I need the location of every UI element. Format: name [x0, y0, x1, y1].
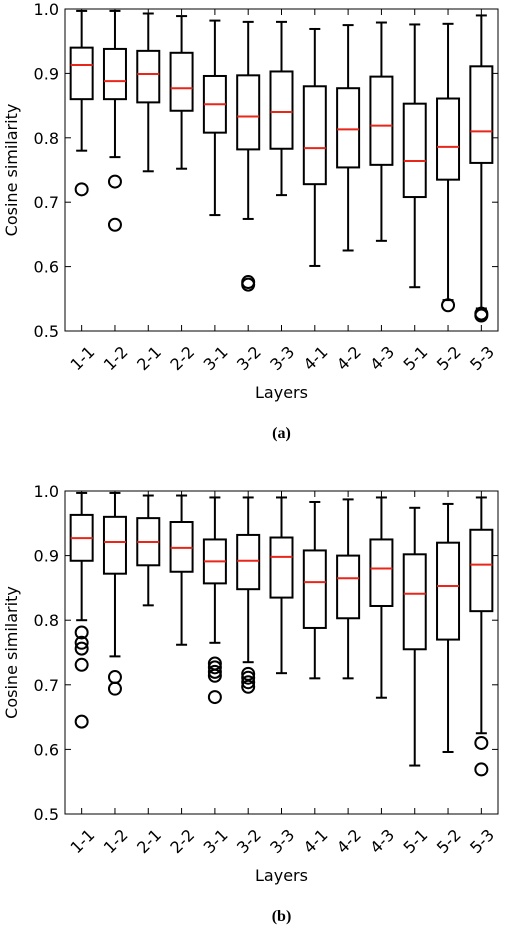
- outlier-point: [74, 625, 89, 640]
- x-tick-label: 5-3: [466, 825, 498, 857]
- outlier-point: [74, 635, 89, 650]
- outlier-point: [241, 679, 256, 694]
- x-tick-label: 5-1: [400, 825, 432, 857]
- y-axis-label: Cosine similarity: [2, 104, 21, 237]
- x-tick-label: 1-2: [100, 342, 132, 374]
- outlier-point: [241, 277, 256, 292]
- x-tick-label: 2-2: [166, 825, 198, 857]
- box-4-3: [369, 538, 394, 607]
- box-2-2: [169, 51, 194, 112]
- y-tick-label: 0.6: [34, 740, 59, 759]
- y-axis-label: Cosine similarity: [2, 586, 21, 719]
- x-tick-label: 3-3: [266, 825, 298, 857]
- outlier-point: [74, 714, 89, 729]
- y-tick-label: 0.8: [34, 611, 59, 630]
- box-4-3: [369, 75, 394, 166]
- x-tick-label: 5-2: [433, 342, 465, 374]
- x-tick-label: 1-1: [66, 825, 98, 857]
- box-1-2: [102, 47, 127, 101]
- y-tick-label: 0.6: [34, 258, 59, 277]
- x-tick-label: 5-2: [433, 825, 465, 857]
- x-tick-label: 4-1: [300, 342, 332, 374]
- outlier-point: [441, 298, 456, 313]
- outlier-point: [207, 690, 222, 705]
- box-3-2: [236, 74, 261, 151]
- box-5-2: [436, 541, 461, 641]
- x-tick-label: 4-3: [366, 342, 398, 374]
- chart-b: 0.50.60.70.80.91.01-1 1-2 2-1 2-2 3-1 3-2 3-3 4…: [2, 482, 499, 925]
- x-tick-label: 1-1: [66, 342, 98, 374]
- box-4-1: [302, 549, 327, 629]
- box-1-1: [69, 46, 94, 101]
- box-5-3: [469, 528, 494, 613]
- x-tick-label: 5-1: [400, 342, 432, 374]
- x-tick-label: 3-3: [266, 342, 298, 374]
- box-3-3: [269, 536, 294, 599]
- x-tick-label: 2-1: [133, 825, 165, 857]
- box-5-3: [469, 65, 494, 164]
- outlier-point: [474, 762, 489, 777]
- x-tick-label: 4-2: [333, 825, 365, 857]
- x-tick-label: 3-2: [233, 825, 265, 857]
- x-tick-label: 1-2: [100, 825, 132, 857]
- outlier-point: [207, 664, 222, 679]
- outlier-point: [107, 217, 122, 232]
- box-4-2: [336, 554, 361, 620]
- x-axis-label: Layers: [255, 383, 308, 402]
- y-tick-label: 0.5: [34, 322, 59, 341]
- y-tick-label: 0.7: [34, 676, 59, 695]
- box-5-2: [436, 97, 461, 181]
- chart-caption: (a): [272, 425, 291, 442]
- x-tick-label: 2-1: [133, 342, 165, 374]
- outlier-point: [241, 670, 256, 685]
- y-tick-label: 1.0: [34, 0, 59, 19]
- x-axis-label: Layers: [255, 866, 308, 885]
- box-4-1: [302, 85, 327, 186]
- x-tick-label: 5-3: [466, 342, 498, 374]
- box-5-1: [402, 102, 427, 199]
- outlier-point: [74, 641, 89, 656]
- outlier-point: [241, 675, 256, 690]
- outlier-point: [474, 308, 489, 323]
- chart-caption: (b): [272, 908, 292, 925]
- x-tick-label: 3-1: [200, 342, 232, 374]
- box-1-2: [102, 515, 127, 575]
- x-tick-label: 4-2: [333, 342, 365, 374]
- box-5-1: [402, 553, 427, 651]
- outlier-point: [107, 670, 122, 685]
- outlier-point: [74, 657, 89, 672]
- outlier-point: [207, 668, 222, 683]
- outlier-point: [474, 735, 489, 750]
- outlier-point: [207, 660, 222, 675]
- outlier-point: [107, 681, 122, 696]
- box-3-2: [236, 533, 261, 591]
- y-tick-label: 0.8: [34, 129, 59, 148]
- x-tick-label: 4-1: [300, 825, 332, 857]
- x-tick-label: 2-2: [166, 342, 198, 374]
- x-tick-label: 3-2: [233, 342, 265, 374]
- y-tick-label: 0.7: [34, 193, 59, 212]
- y-tick-label: 1.0: [34, 482, 59, 501]
- y-tick-label: 0.9: [34, 64, 59, 83]
- y-tick-label: 0.9: [34, 547, 59, 566]
- outlier-point: [74, 182, 89, 197]
- box-2-1: [136, 49, 161, 104]
- box-3-3: [269, 70, 294, 150]
- box-4-2: [336, 87, 361, 169]
- outlier-point: [107, 174, 122, 189]
- chart-a: 0.50.60.70.80.91.01-1 1-2 2-1 2-2 3-1 3-2 3-3 4…: [2, 0, 499, 442]
- x-tick-label: 3-1: [200, 825, 232, 857]
- y-tick-label: 0.5: [34, 805, 59, 824]
- x-tick-label: 4-3: [366, 825, 398, 857]
